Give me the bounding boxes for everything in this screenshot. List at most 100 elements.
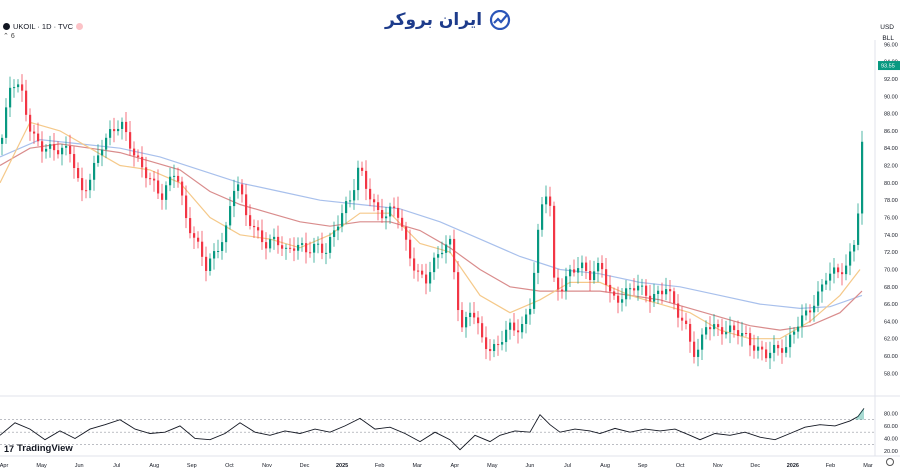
candle-body — [157, 180, 160, 194]
candle-body — [469, 312, 472, 318]
symbol-header[interactable]: UKOIL · 1D · TVC — [3, 22, 84, 31]
candle-body — [421, 270, 424, 275]
candle-body — [213, 251, 216, 259]
candle-body — [137, 155, 140, 157]
candle-body — [181, 181, 184, 196]
candle-body — [97, 155, 100, 163]
candle-body — [449, 238, 452, 245]
candle-body — [649, 295, 652, 302]
candle-body — [21, 84, 24, 91]
candle-body — [241, 184, 244, 195]
candle-body — [533, 272, 536, 309]
currency-unit[interactable]: BLL — [882, 35, 894, 42]
candle-body — [561, 289, 564, 292]
price-tick-label: 62.00 — [884, 337, 898, 343]
candle-body — [529, 308, 532, 315]
candle-body — [737, 330, 740, 336]
candle-body — [577, 268, 580, 273]
price-tick-label: 88.00 — [884, 112, 898, 118]
candle-body — [233, 190, 236, 207]
candle-body — [141, 156, 144, 168]
candle-body — [177, 175, 180, 182]
candle-body — [473, 312, 476, 318]
time-tick-label: May — [36, 463, 47, 469]
candle-body — [493, 344, 496, 352]
brand-name: ایران بروکر — [385, 10, 483, 30]
candle-body — [37, 133, 40, 142]
tradingview-icon: 17 — [4, 443, 15, 454]
candle-body — [113, 129, 116, 132]
candle-body — [821, 284, 824, 292]
candle-body — [505, 329, 508, 343]
candle-body — [1, 137, 4, 144]
price-tick-label: 96.00 — [884, 42, 898, 48]
candle-body — [705, 327, 708, 335]
candle-body — [813, 305, 816, 313]
tradingview-label: TradingView — [17, 443, 73, 454]
candle-body — [445, 244, 448, 253]
candle-body — [845, 265, 848, 275]
candle-body — [581, 262, 584, 269]
time-tick-label: Aug — [600, 463, 610, 469]
candle-body — [85, 190, 88, 192]
candle-body — [785, 347, 788, 353]
candle-body — [337, 226, 340, 231]
candle-body — [769, 352, 772, 359]
candle-body — [341, 213, 344, 227]
candle-body — [229, 206, 232, 226]
candle-body — [849, 251, 852, 266]
candle-body — [245, 194, 248, 216]
candle-body — [189, 218, 192, 234]
candle-body — [381, 210, 384, 219]
candle-body — [105, 137, 108, 150]
last-price-label: 93.55 — [881, 64, 895, 70]
candle-body — [665, 289, 668, 295]
candle-body — [169, 176, 172, 186]
candle-body — [489, 349, 492, 352]
price-tick-label: 76.00 — [884, 216, 898, 222]
candle-body — [765, 349, 768, 359]
candle-body — [401, 217, 404, 227]
candle-body — [273, 236, 276, 240]
candle-body — [81, 178, 84, 191]
currency-code[interactable]: USD — [880, 24, 894, 31]
candle-body — [389, 206, 392, 217]
candle-body — [345, 201, 348, 214]
candle-body — [417, 270, 420, 272]
time-tick-label: Mar — [412, 463, 422, 469]
candle-body — [397, 207, 400, 218]
candle-body — [357, 167, 360, 191]
candle-body — [77, 168, 80, 179]
time-tick-label: Apr — [451, 463, 460, 469]
candle-body — [613, 291, 616, 296]
candle-body — [637, 285, 640, 291]
settings-gear-icon[interactable] — [886, 458, 894, 466]
candle-body — [753, 345, 756, 351]
candle-body — [73, 154, 76, 169]
candle-body — [441, 252, 444, 255]
candle-body — [317, 243, 320, 245]
candle-body — [773, 344, 776, 353]
candle-body — [701, 334, 704, 350]
candle-body — [721, 327, 724, 335]
time-tick-label: 2026 — [787, 463, 799, 469]
candle-body — [237, 184, 240, 191]
candle-body — [585, 262, 588, 271]
candle-body — [437, 254, 440, 258]
candle-body — [9, 87, 12, 108]
indicator-toggle[interactable]: ⌃ 6 — [3, 33, 15, 40]
candle-body — [781, 348, 784, 353]
candle-body — [325, 252, 328, 254]
candle-body — [69, 145, 72, 155]
candle-body — [277, 236, 280, 246]
candle-body — [61, 147, 64, 155]
tradingview-logo[interactable]: 17 TradingView — [4, 443, 73, 454]
candle-body — [777, 344, 780, 349]
candle-body — [657, 290, 660, 295]
time-tick-label: Jun — [525, 463, 534, 469]
candle-body — [525, 314, 528, 324]
candle-body — [497, 344, 500, 346]
time-tick-label: Jul — [564, 463, 571, 469]
status-dot-icon — [76, 23, 84, 30]
